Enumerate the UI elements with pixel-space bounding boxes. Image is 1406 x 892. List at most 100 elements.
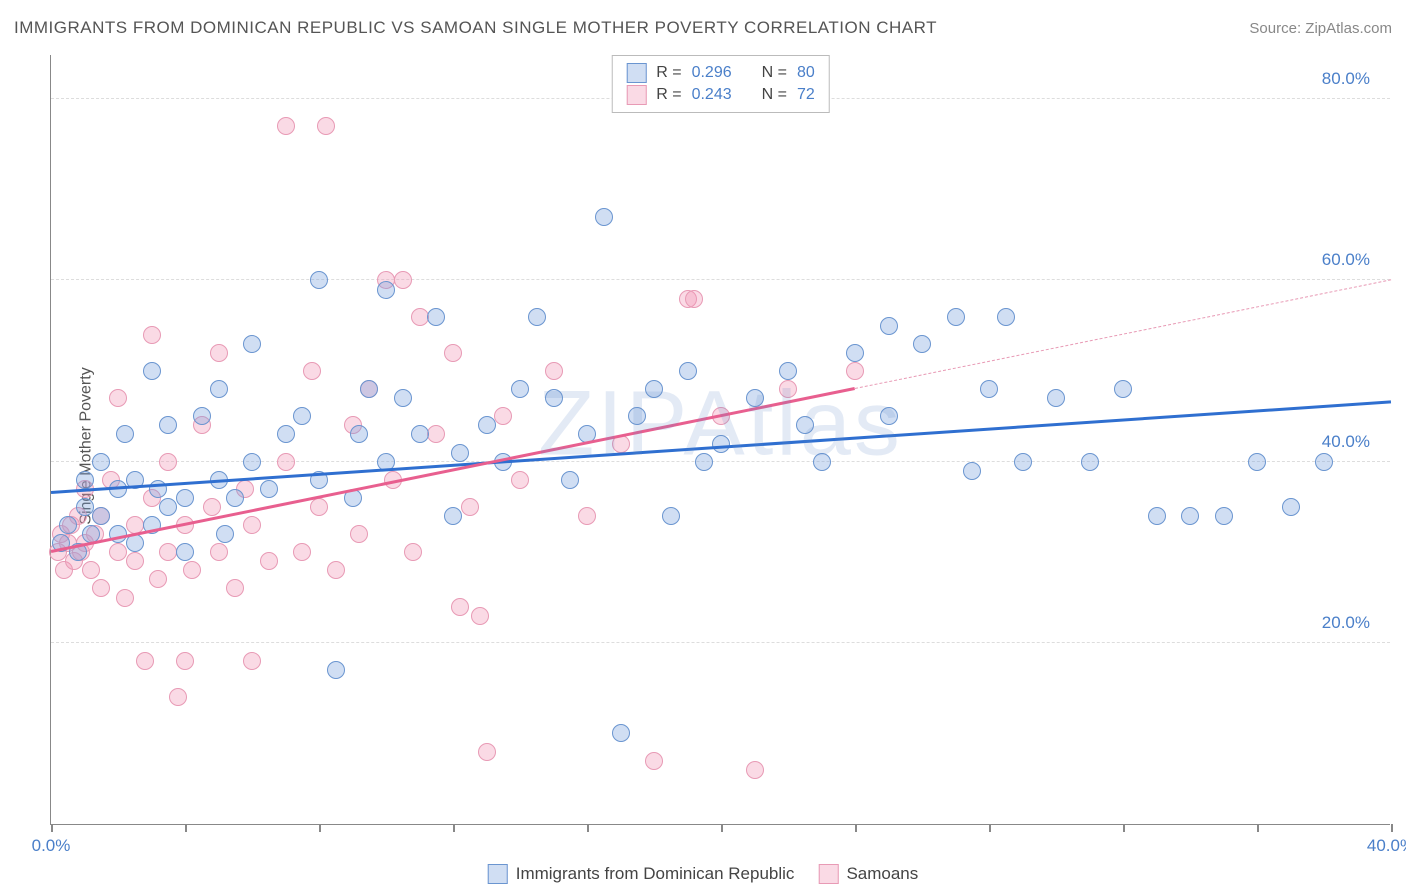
x-tick: [453, 824, 455, 832]
data-point: [303, 362, 321, 380]
data-point: [76, 471, 94, 489]
data-point: [411, 308, 429, 326]
data-point: [578, 507, 596, 525]
data-point: [126, 534, 144, 552]
y-tick-label: 80.0%: [1322, 69, 1370, 89]
data-point: [143, 362, 161, 380]
data-point: [662, 507, 680, 525]
data-point: [116, 589, 134, 607]
y-tick-label: 40.0%: [1322, 432, 1370, 452]
legend-n-value: 80: [797, 64, 815, 82]
x-tick: [1123, 824, 1125, 832]
data-point: [595, 208, 613, 226]
data-point: [293, 407, 311, 425]
correlation-legend: R =0.296N =80R =0.243N =72: [611, 55, 830, 113]
data-point: [203, 498, 221, 516]
data-point: [243, 652, 261, 670]
x-tick-label: 0.0%: [32, 836, 71, 856]
data-point: [159, 498, 177, 516]
data-point: [947, 308, 965, 326]
data-point: [1148, 507, 1166, 525]
data-point: [545, 362, 563, 380]
data-point: [880, 407, 898, 425]
data-point: [226, 579, 244, 597]
data-point: [1248, 453, 1266, 471]
data-point: [59, 516, 77, 534]
data-point: [317, 117, 335, 135]
data-point: [277, 453, 295, 471]
data-point: [176, 543, 194, 561]
data-point: [478, 416, 496, 434]
data-point: [846, 344, 864, 362]
data-point: [350, 425, 368, 443]
trend-line: [855, 279, 1391, 389]
data-point: [116, 425, 134, 443]
x-tick: [185, 824, 187, 832]
data-point: [444, 507, 462, 525]
plot-area: ZIPAtlas R =0.296N =80R =0.243N =72 20.0…: [50, 55, 1390, 825]
data-point: [159, 416, 177, 434]
legend-r-value: 0.296: [692, 64, 732, 82]
data-point: [471, 607, 489, 625]
series-name: Samoans: [846, 864, 918, 884]
data-point: [478, 743, 496, 761]
data-point: [1282, 498, 1300, 516]
data-point: [169, 688, 187, 706]
x-tick: [989, 824, 991, 832]
data-point: [394, 389, 412, 407]
x-tick-label: 40.0%: [1367, 836, 1406, 856]
data-point: [76, 498, 94, 516]
data-point: [1315, 453, 1333, 471]
data-point: [216, 525, 234, 543]
x-tick: [51, 824, 53, 832]
source-attribution: Source: ZipAtlas.com: [1249, 20, 1392, 37]
data-point: [377, 281, 395, 299]
data-point: [243, 516, 261, 534]
data-point: [210, 344, 228, 362]
legend-swatch: [488, 864, 508, 884]
data-point: [126, 552, 144, 570]
data-point: [293, 543, 311, 561]
data-point: [404, 543, 422, 561]
data-point: [1047, 389, 1065, 407]
data-point: [394, 271, 412, 289]
data-point: [260, 480, 278, 498]
legend-swatch: [626, 85, 646, 105]
data-point: [1114, 380, 1132, 398]
data-point: [82, 561, 100, 579]
data-point: [243, 453, 261, 471]
data-point: [712, 435, 730, 453]
legend-r-label: R =: [656, 64, 681, 82]
legend-r-value: 0.243: [692, 86, 732, 104]
data-point: [746, 761, 764, 779]
data-point: [159, 543, 177, 561]
x-tick: [855, 824, 857, 832]
legend-row: R =0.243N =72: [626, 84, 815, 106]
data-point: [327, 561, 345, 579]
data-point: [645, 752, 663, 770]
series-legend-item: Samoans: [818, 864, 918, 884]
y-tick-label: 20.0%: [1322, 613, 1370, 633]
data-point: [679, 362, 697, 380]
data-point: [360, 380, 378, 398]
data-point: [310, 271, 328, 289]
data-point: [746, 389, 764, 407]
data-point: [210, 543, 228, 561]
data-point: [1181, 507, 1199, 525]
data-point: [963, 462, 981, 480]
y-tick-label: 60.0%: [1322, 250, 1370, 270]
data-point: [183, 561, 201, 579]
data-point: [143, 326, 161, 344]
data-point: [427, 425, 445, 443]
data-point: [92, 453, 110, 471]
data-point: [880, 317, 898, 335]
data-point: [813, 453, 831, 471]
data-point: [612, 724, 630, 742]
x-tick: [721, 824, 723, 832]
data-point: [277, 425, 295, 443]
header: IMMIGRANTS FROM DOMINICAN REPUBLIC VS SA…: [14, 18, 1392, 38]
data-point: [149, 570, 167, 588]
x-tick: [1391, 824, 1393, 832]
legend-r-label: R =: [656, 86, 681, 104]
chart-container: IMMIGRANTS FROM DOMINICAN REPUBLIC VS SA…: [0, 0, 1406, 892]
